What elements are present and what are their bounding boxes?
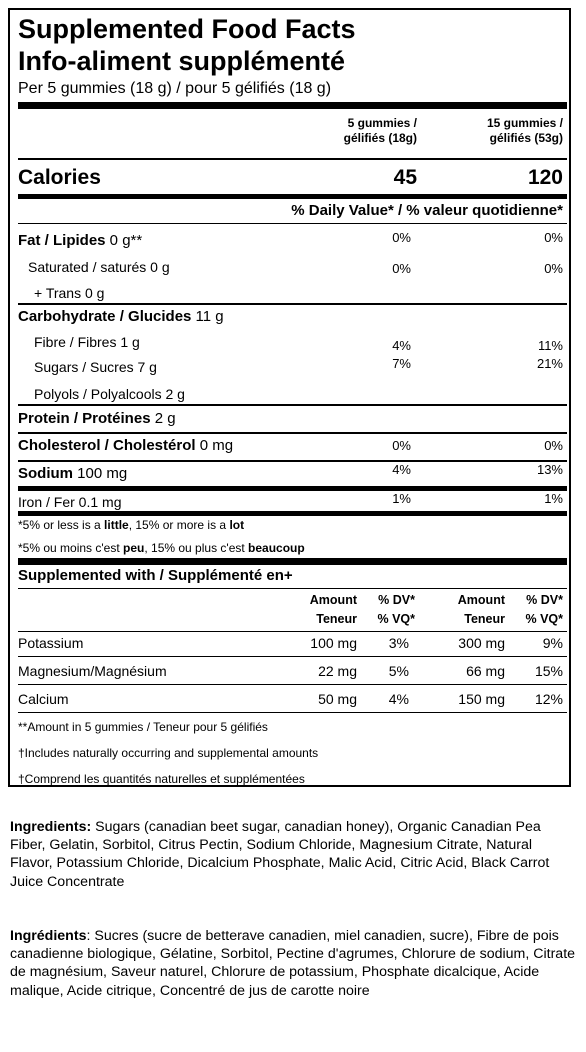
col1-header: 5 gummies / gélifiés (18g): [343, 116, 417, 145]
title-en: Supplemented Food Facts: [18, 14, 356, 44]
row-fat: Fat / Lipides 0 g**: [18, 232, 143, 249]
cholesterol-dv-2: 0%: [544, 438, 563, 453]
dv-header-1: % DV*% VQ*: [377, 593, 415, 626]
row-sugars: Sugars / Sucres 7 g: [34, 359, 157, 375]
row-carbohydrate: Carbohydrate / Glucides 11 g: [18, 308, 224, 325]
rule: [18, 631, 567, 632]
note-amount: **Amount in 5 gummies / Teneur pour 5 gé…: [18, 720, 268, 734]
supp-row-amount-2: 66 mg: [466, 663, 505, 679]
supp-row-amount-2: 150 mg: [458, 691, 505, 707]
ingredients-fr: Ingrédients: Sucres (sucre de betterave …: [10, 928, 576, 999]
rule: [18, 404, 567, 406]
supp-row-amount-2: 300 mg: [458, 635, 505, 651]
supp-row-dv-1: 4%: [388, 691, 409, 707]
rule: [18, 684, 567, 685]
row-protein: Protein / Protéines 2 g: [18, 410, 176, 427]
row-sodium: Sodium 100 mg: [18, 465, 128, 482]
amount-header-2: Amount Teneur: [457, 593, 505, 626]
thick-rule: [18, 558, 567, 565]
note-includes: †Includes naturally occurring and supple…: [18, 746, 319, 760]
calories-value-2: 120: [527, 166, 563, 189]
rule: [18, 158, 567, 160]
medium-rule: [18, 194, 567, 199]
title-fr: Info-aliment supplémenté: [18, 46, 346, 76]
footnote-en: *5% or less is a little, 15% or more is …: [18, 518, 245, 532]
medium-rule: [18, 511, 567, 516]
supp-row-name: Potassium: [18, 635, 84, 651]
row-iron: Iron / Fer 0.1 mg: [18, 494, 122, 510]
sodium-dv-2: 13%: [536, 462, 563, 477]
row-cholesterol: Cholesterol / Cholestérol 0 mg: [18, 437, 234, 454]
supp-row-dv-2: 12%: [534, 691, 563, 707]
rule: [18, 432, 567, 434]
rule: [18, 712, 567, 713]
saturated-dv-2: 0%: [544, 261, 563, 276]
rule: [18, 303, 567, 305]
supplement-title: Supplemented with / Supplémenté en+: [18, 567, 293, 584]
footnote-fr: *5% ou moins c'est peu, 15% ou plus c'es…: [18, 541, 305, 555]
fibre-dv-2: 11%: [537, 338, 563, 353]
amount-header-1: Amount Teneur: [309, 593, 357, 626]
sodium-dv-1: 4%: [392, 462, 411, 477]
row-saturated: Saturated / saturés 0 g: [28, 259, 170, 275]
supp-row-name: Calcium: [18, 691, 69, 707]
supp-row-dv-2: 9%: [542, 635, 563, 651]
sugars-dv-2: 21%: [536, 356, 563, 371]
rule: [18, 656, 567, 657]
calories-label: Calories: [18, 166, 101, 189]
row-trans: + Trans 0 g: [34, 285, 105, 301]
dv-header: % Daily Value* / % valeur quotidienne*: [291, 202, 563, 219]
sugars-dv-1: 7%: [392, 356, 411, 371]
thick-rule: [18, 102, 567, 109]
supp-row-amount-1: 100 mg: [310, 635, 357, 651]
supp-row-amount-1: 22 mg: [318, 663, 357, 679]
fibre-dv-1: 4%: [392, 338, 411, 353]
facts-panel: Supplemented Food Facts Info-aliment sup…: [8, 8, 571, 787]
calories-value-1: 45: [393, 166, 417, 189]
supp-row-name: Magnesium/Magnésium: [18, 663, 167, 679]
rule: [18, 460, 567, 462]
iron-dv-2: 1%: [544, 491, 563, 506]
saturated-dv-1: 0%: [392, 261, 411, 276]
fat-dv-1: 0%: [392, 230, 411, 245]
iron-dv-1: 1%: [392, 491, 411, 506]
col2-header: 15 gummies / gélifiés (53g): [486, 116, 563, 145]
note-comprend: †Comprend les quantités naturelles et su…: [18, 772, 305, 786]
supp-row-dv-1: 5%: [388, 663, 409, 679]
supp-row-amount-1: 50 mg: [318, 691, 357, 707]
ingredients-en: Ingredients: Sugars (canadian beet sugar…: [10, 819, 550, 890]
dv-header-2: % DV*% VQ*: [525, 593, 563, 626]
rule: [18, 223, 567, 224]
medium-rule: [18, 486, 567, 491]
row-fibre: Fibre / Fibres 1 g: [34, 334, 140, 350]
row-polyols: Polyols / Polyalcools 2 g: [34, 386, 185, 402]
supp-row-dv-1: 3%: [388, 635, 409, 651]
fat-dv-2: 0%: [544, 230, 563, 245]
serving-size: Per 5 gummies (18 g) / pour 5 gélifiés (…: [18, 80, 332, 97]
cholesterol-dv-1: 0%: [392, 438, 411, 453]
supp-row-dv-2: 15%: [534, 663, 563, 679]
rule: [18, 588, 567, 589]
